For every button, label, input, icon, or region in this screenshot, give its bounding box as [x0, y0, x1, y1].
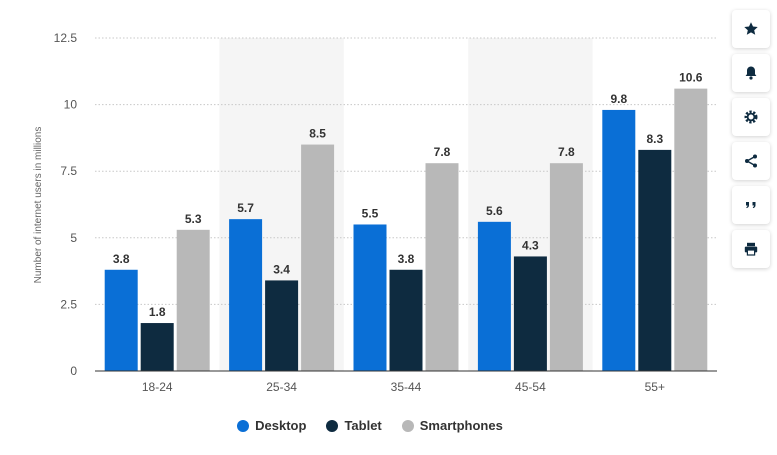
bar — [477, 221, 511, 371]
x-tick-label: 18-24 — [142, 380, 173, 394]
gear-icon — [744, 110, 758, 124]
y-tick-label: 0 — [70, 364, 77, 378]
data-label: 1.8 — [149, 305, 166, 319]
legend-item-desktop[interactable]: Desktop — [237, 418, 306, 433]
x-tick-label: 55+ — [645, 380, 665, 394]
bar — [425, 163, 459, 371]
legend-dot-desktop — [237, 419, 250, 432]
print-icon — [744, 242, 758, 256]
bar — [140, 323, 174, 371]
y-tick-label: 12.5 — [54, 31, 78, 45]
data-label: 5.5 — [362, 206, 379, 220]
print-button[interactable] — [732, 230, 770, 268]
settings-button[interactable] — [732, 98, 770, 136]
toolbar — [732, 10, 770, 274]
x-tick-label: 45-54 — [515, 380, 546, 394]
y-axis-label: Number of internet users in millions — [33, 127, 44, 284]
legend-label-tablet: Tablet — [344, 418, 382, 433]
y-tick-label: 7.5 — [60, 164, 77, 178]
legend-dot-smartphones — [401, 419, 414, 432]
bar — [104, 269, 138, 371]
data-label: 3.8 — [113, 252, 130, 266]
bar-chart: 0 2.5 5 7.5 10 12.5 Number of internet users … — [33, 31, 717, 394]
data-label: 3.4 — [273, 262, 290, 276]
bar — [638, 149, 672, 371]
data-label: 8.3 — [646, 132, 663, 146]
legend: Desktop Tablet Smartphones — [0, 418, 740, 433]
data-label: 3.8 — [398, 252, 415, 266]
notification-button[interactable] — [732, 54, 770, 92]
share-icon — [745, 154, 757, 168]
legend-item-smartphones[interactable]: Smartphones — [401, 418, 503, 433]
legend-label-smartphones: Smartphones — [419, 418, 503, 433]
bars — [104, 88, 708, 371]
y-tick-label: 10 — [64, 98, 78, 112]
bell-icon — [745, 66, 757, 80]
legend-item-tablet[interactable]: Tablet — [326, 418, 382, 433]
data-label: 5.6 — [486, 204, 503, 218]
bar — [674, 88, 708, 371]
bar — [265, 280, 299, 371]
share-button[interactable] — [732, 142, 770, 180]
data-label: 7.8 — [558, 145, 575, 159]
bar — [602, 109, 636, 371]
y-tick-label: 5 — [70, 231, 77, 245]
data-label: 7.8 — [434, 145, 451, 159]
data-label: 8.5 — [309, 127, 326, 141]
bar — [389, 269, 423, 371]
data-labels: 3.8 1.8 5.3 5.7 3.4 8.5 5.5 3.8 7.8 5.6 4.3 7.8 9.8 8… — [113, 71, 703, 319]
legend-label-desktop: Desktop — [255, 418, 307, 433]
cite-button[interactable] — [732, 186, 770, 224]
y-tick-label: 2.5 — [60, 297, 77, 311]
bar — [229, 219, 263, 371]
quote-icon — [746, 202, 756, 209]
x-tick-label: 35-44 — [391, 380, 422, 394]
data-label: 5.3 — [185, 212, 202, 226]
bar — [549, 163, 583, 371]
bar — [176, 229, 210, 371]
data-label: 10.6 — [679, 71, 703, 85]
y-axis-ticks: 0 2.5 5 7.5 10 12.5 — [54, 31, 78, 378]
bar — [513, 256, 547, 371]
data-label: 9.8 — [610, 92, 627, 106]
x-tick-label: 25-34 — [266, 380, 297, 394]
star-icon — [744, 22, 758, 35]
legend-dot-tablet — [326, 419, 339, 432]
x-axis-ticks: 18-24 25-34 35-44 45-54 55+ — [142, 380, 665, 394]
favorite-button[interactable] — [732, 10, 770, 48]
data-label: 5.7 — [237, 201, 254, 215]
bar — [301, 144, 335, 371]
bar — [353, 224, 387, 371]
data-label: 4.3 — [522, 238, 539, 252]
